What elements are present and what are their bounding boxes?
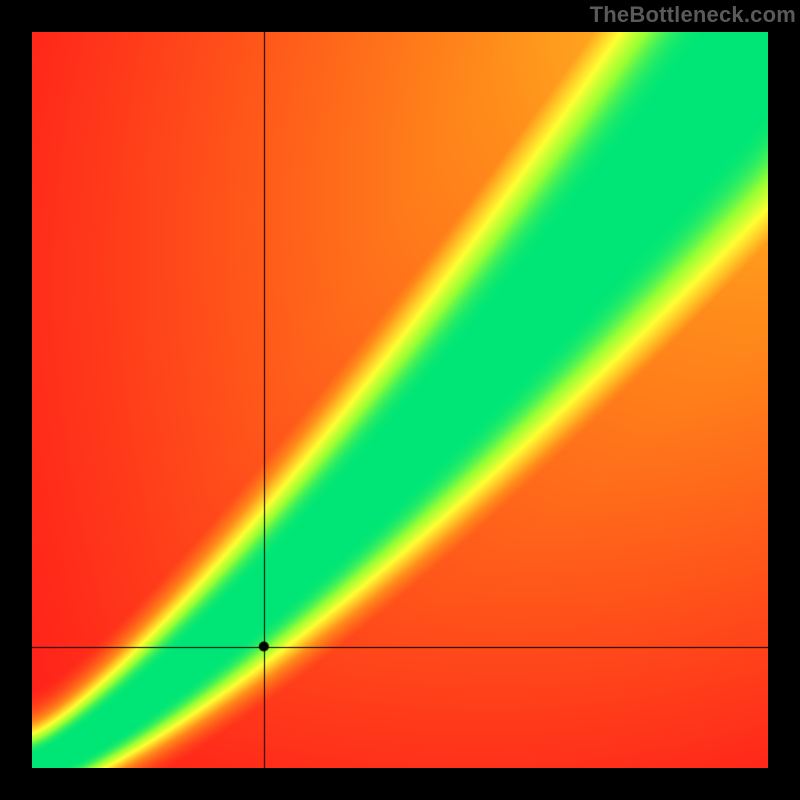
watermark-text: TheBottleneck.com bbox=[590, 2, 796, 28]
crosshair-overlay bbox=[32, 32, 768, 768]
chart-container: { "watermark": { "text": "TheBottleneck.… bbox=[0, 0, 800, 800]
plot-area bbox=[32, 32, 768, 768]
